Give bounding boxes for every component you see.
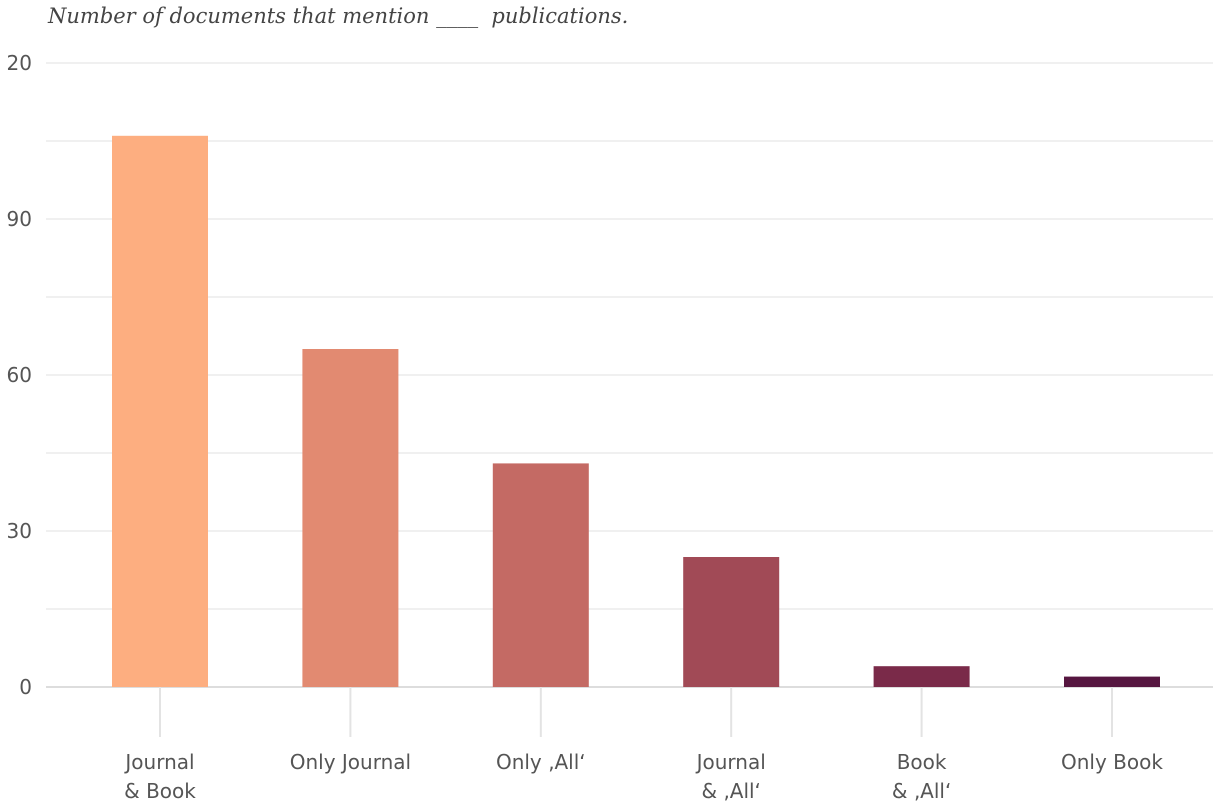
y-tick-label: 90 — [7, 207, 32, 231]
bar — [683, 557, 780, 687]
bar — [302, 349, 399, 687]
x-tick-label: Book & ‚All‘ — [892, 750, 951, 803]
y-tick-label: 20 — [7, 51, 32, 75]
x-tick-label: Only Journal — [290, 750, 411, 774]
x-tick-label: Journal & ‚All‘ — [695, 750, 766, 803]
gridlines — [46, 62, 1213, 688]
x-axis-labels: Journal & Book Only Journal Only ‚All‘ Journ… — [123, 750, 1163, 803]
y-tick-label: 0 — [19, 675, 32, 699]
x-tick-marks — [159, 687, 1113, 737]
bar — [112, 135, 208, 688]
chart-subtitle: Number of documents that mention ____ pu… — [48, 4, 629, 28]
bar — [492, 463, 589, 687]
bar — [1064, 676, 1160, 687]
y-tick-label: 60 — [7, 363, 32, 387]
bars — [112, 135, 1160, 688]
y-axis-labels: 0 30 60 90 20 — [7, 51, 32, 699]
bar — [873, 666, 970, 687]
x-tick-label: Only Book — [1061, 750, 1163, 774]
y-tick-label: 30 — [7, 519, 32, 543]
x-tick-label: Only ‚All‘ — [496, 750, 586, 774]
x-tick-label: Journal & Book — [123, 750, 196, 803]
